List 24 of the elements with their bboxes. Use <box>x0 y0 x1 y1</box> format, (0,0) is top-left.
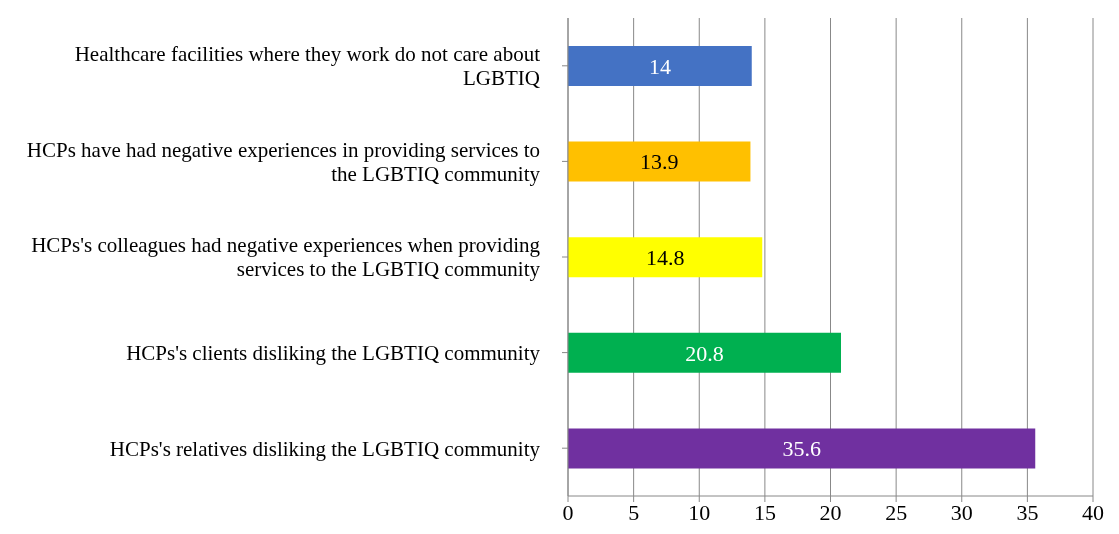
y-tick-label: Healthcare facilities where they work do not care about LGBTIQ <box>74 42 541 91</box>
bar <box>568 237 763 278</box>
x-tick-label: 5 <box>628 499 640 525</box>
bar <box>568 332 841 373</box>
x-tick-label: 15 <box>753 499 776 525</box>
y-tick-label: HCPs have had negative experiences in providing services to the LGBTIQ community <box>26 137 541 186</box>
bar <box>568 428 1036 469</box>
x-tick-label: 40 <box>1082 499 1104 525</box>
data-label: 35.6 <box>782 436 821 462</box>
x-tick-label: 20 <box>819 499 842 525</box>
x-tick-label: 35 <box>1016 499 1039 525</box>
data-label: 13.9 <box>639 149 679 175</box>
x-tick-label: 0 <box>562 499 574 525</box>
data-label: 20.8 <box>685 340 724 366</box>
x-tick-label: 25 <box>885 499 908 525</box>
y-tick-label: HCPs's clients disliking the LGBTIQ community <box>126 340 541 365</box>
y-tick-label: HCPs's relatives disliking the LGBTIQ community <box>109 436 541 461</box>
data-label: 14 <box>648 53 671 79</box>
x-tick-label: 30 <box>950 499 973 525</box>
bar <box>568 141 751 182</box>
x-tick-label: 10 <box>688 499 711 525</box>
data-label: 14.8 <box>645 244 685 270</box>
y-tick-label: HCPs's colleagues had negative experiences when providing services to the LGBTIQ community <box>31 233 541 282</box>
bar <box>568 46 752 86</box>
